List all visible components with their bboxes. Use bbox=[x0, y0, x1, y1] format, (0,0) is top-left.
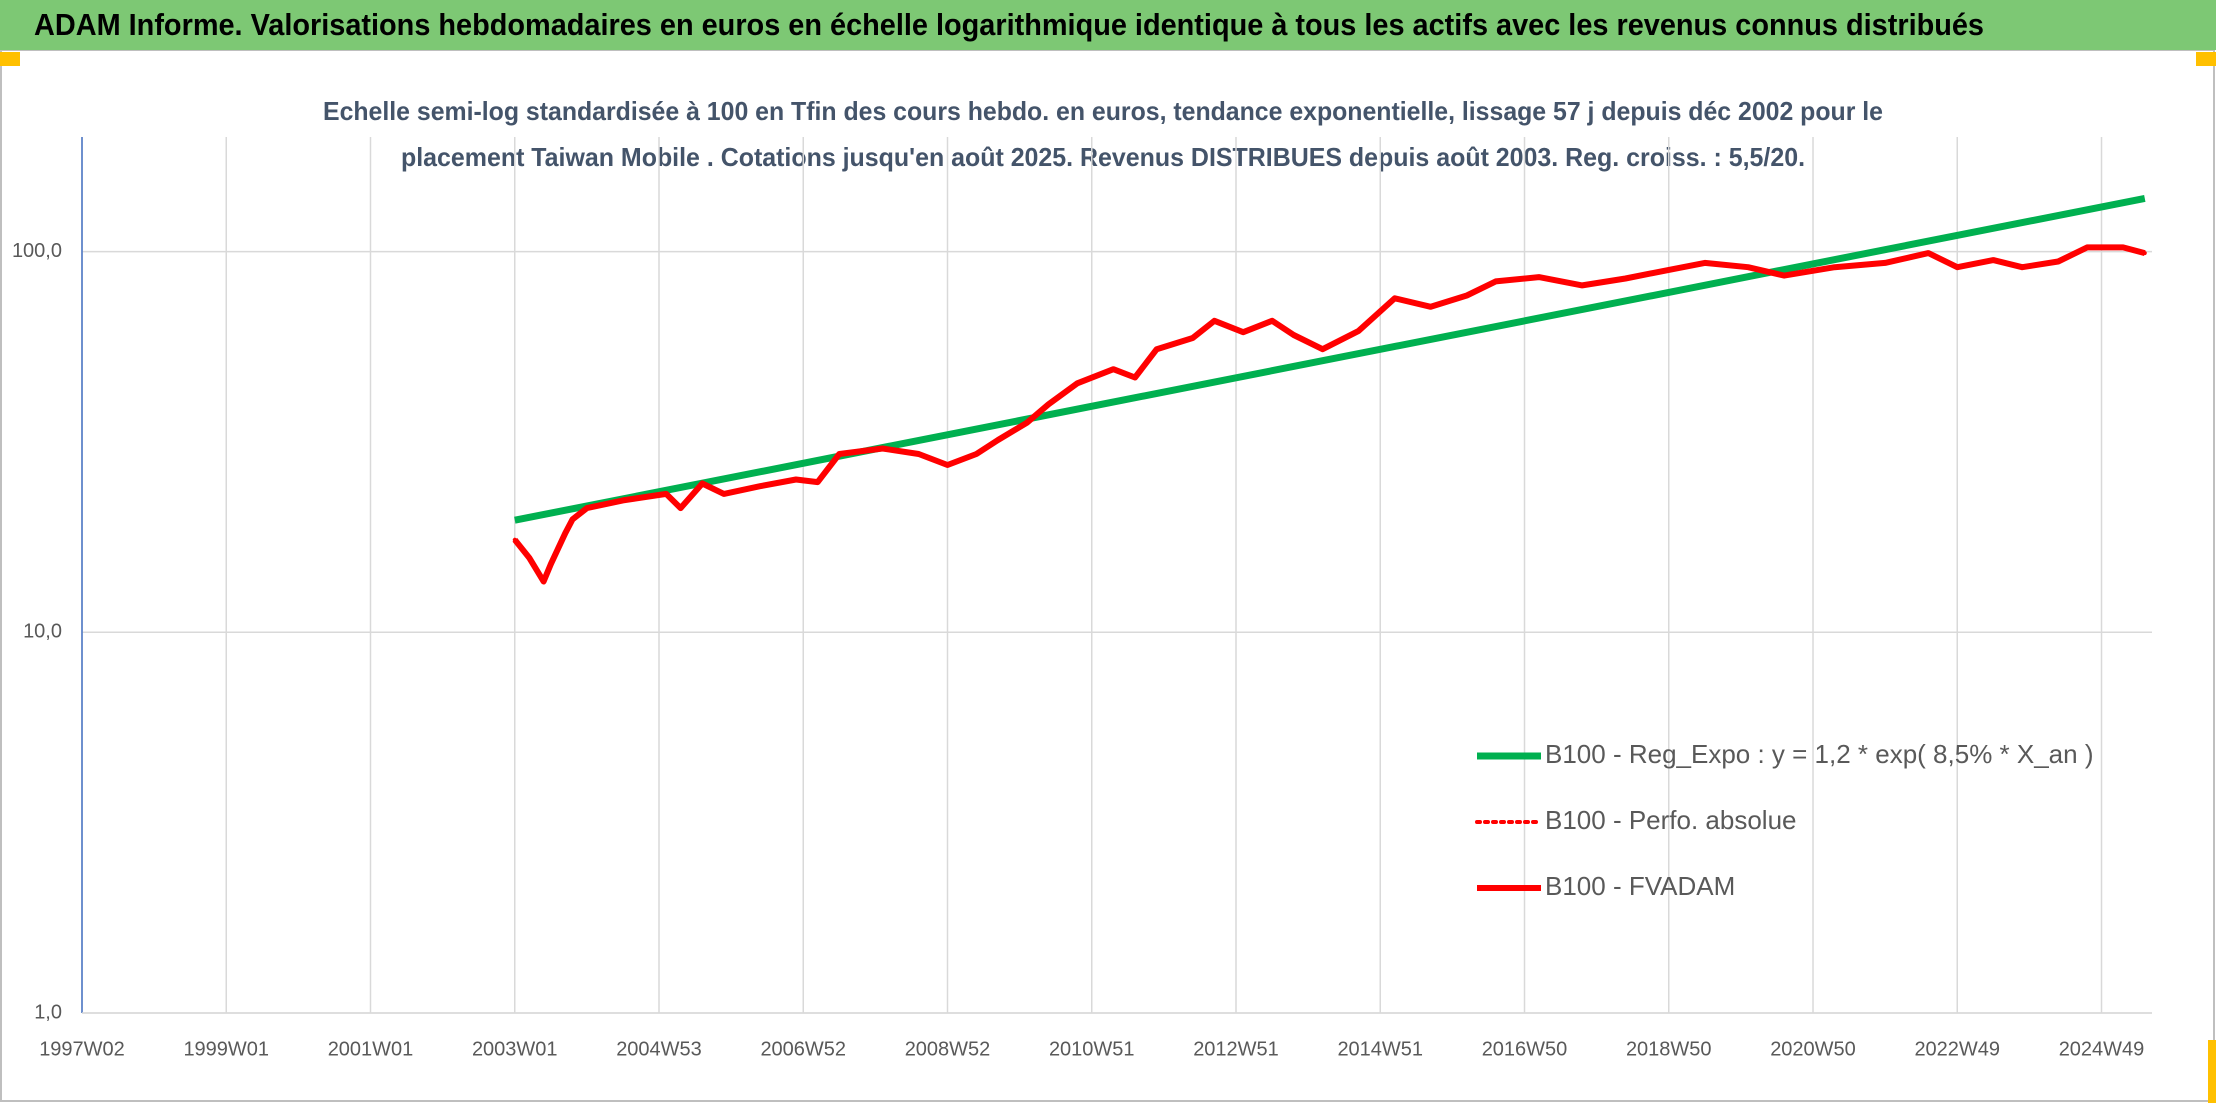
x-tick-label: 2024W49 bbox=[2059, 1038, 2145, 1060]
x-tick-label: 2004W53 bbox=[616, 1038, 702, 1060]
x-tick-label: 2014W51 bbox=[1337, 1038, 1423, 1060]
y-tick-label: 10,0 bbox=[23, 621, 62, 643]
x-tick-label: 2012W51 bbox=[1193, 1038, 1279, 1060]
corner bbox=[2208, 1040, 2216, 1103]
x-tick-label: 1999W01 bbox=[183, 1038, 269, 1060]
corner bbox=[2196, 52, 2216, 66]
x-tick-label: 2020W50 bbox=[1770, 1038, 1856, 1060]
x-tick-label: 2010W51 bbox=[1049, 1038, 1135, 1060]
legend-label: B100 - FVADAM bbox=[1545, 871, 1735, 901]
legend-label: B100 - Perfo. absolue bbox=[1545, 805, 1797, 835]
grid: 1,0 10,0 100,0 1997W02 1999W01 2001W01 2003W01… bbox=[12, 137, 2152, 1060]
title-bar bbox=[0, 0, 2216, 50]
legend: B100 - Reg_Expo : y = 1,2 * exp( 8,5% * … bbox=[1475, 739, 2094, 901]
x-tick-label: 2003W01 bbox=[472, 1038, 558, 1060]
x-tick-label: 2006W52 bbox=[760, 1038, 846, 1060]
x-tick-label: 2022W49 bbox=[1914, 1038, 2000, 1060]
x-tick-label: 1997W02 bbox=[39, 1038, 125, 1060]
series-line bbox=[514, 194, 2146, 524]
x-tick-label: 2018W50 bbox=[1626, 1038, 1712, 1060]
series-line bbox=[512, 244, 2146, 585]
x-tick-label: 2001W01 bbox=[328, 1038, 414, 1060]
chart-title: ADAM Informe. Valorisations hebdomadaire… bbox=[34, 7, 1984, 42]
plot-area bbox=[512, 194, 2147, 585]
legend-label: B100 - Reg_Expo : y = 1,2 * exp( 8,5% * … bbox=[1545, 739, 2094, 769]
corner bbox=[0, 52, 20, 66]
y-tick-label: 100,0 bbox=[12, 240, 62, 262]
chart-subtitle: Echelle semi-log standardisée à 100 en T… bbox=[323, 96, 1883, 126]
x-tick-label: 2016W50 bbox=[1482, 1038, 1568, 1060]
chart-subtitle: placement Taiwan Mobile . Cotations jusq… bbox=[401, 142, 1805, 172]
y-tick-label: 1,0 bbox=[34, 1001, 62, 1023]
x-tick-label: 2008W52 bbox=[905, 1038, 991, 1060]
